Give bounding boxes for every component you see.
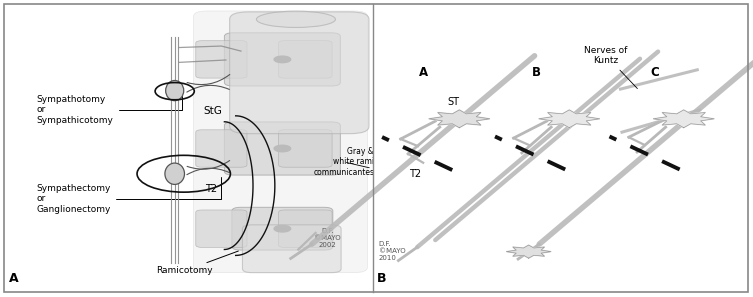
Ellipse shape [257, 11, 335, 28]
Circle shape [274, 225, 291, 232]
Text: A: A [9, 272, 19, 285]
Text: T2: T2 [409, 169, 421, 179]
FancyBboxPatch shape [230, 12, 369, 134]
Text: T2: T2 [205, 184, 217, 194]
Ellipse shape [166, 80, 184, 101]
FancyBboxPatch shape [194, 11, 367, 273]
FancyBboxPatch shape [279, 210, 332, 247]
Text: C: C [651, 66, 660, 79]
Text: D.F.
©MAYO
2010: D.F. ©MAYO 2010 [379, 241, 405, 261]
FancyBboxPatch shape [196, 41, 247, 78]
Text: B: B [376, 272, 386, 285]
FancyBboxPatch shape [224, 33, 340, 86]
FancyBboxPatch shape [242, 225, 341, 273]
Text: Sympathectomy
or
Ganglionectomy: Sympathectomy or Ganglionectomy [36, 176, 221, 214]
FancyBboxPatch shape [196, 130, 247, 167]
Text: Nerves of
Kuntz: Nerves of Kuntz [584, 46, 637, 89]
FancyBboxPatch shape [224, 122, 340, 175]
FancyBboxPatch shape [279, 41, 332, 78]
Polygon shape [654, 110, 714, 128]
Ellipse shape [165, 163, 184, 184]
Text: Ramicotomy: Ramicotomy [156, 251, 239, 275]
FancyBboxPatch shape [196, 210, 247, 247]
Text: A: A [419, 66, 428, 79]
FancyBboxPatch shape [232, 207, 333, 250]
Text: ST: ST [447, 97, 459, 108]
Circle shape [274, 145, 291, 152]
Text: StG: StG [203, 106, 222, 116]
Text: Sympathotomy
or
Sympathicotomy: Sympathotomy or Sympathicotomy [36, 94, 182, 125]
Text: Gray &
white rami
communicantes: Gray & white rami communicantes [313, 147, 374, 177]
Polygon shape [506, 245, 551, 258]
Text: D.F.
©MAYO
2002: D.F. ©MAYO 2002 [314, 228, 341, 248]
Polygon shape [539, 110, 599, 128]
Polygon shape [429, 110, 490, 128]
FancyBboxPatch shape [279, 130, 332, 167]
Text: B: B [532, 66, 541, 79]
Circle shape [274, 56, 291, 63]
